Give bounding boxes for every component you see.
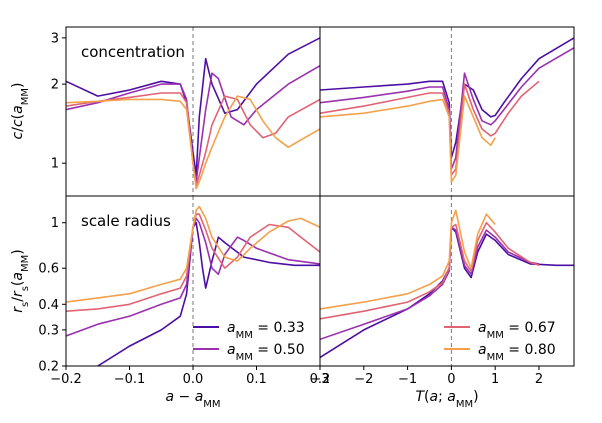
series-line-067 — [320, 221, 540, 320]
x-tick-label: 2 — [535, 372, 543, 387]
series-line-080 — [320, 209, 496, 310]
y-tick-label: 0.2 — [38, 360, 59, 375]
x-tick-label: 0.2 — [310, 372, 331, 387]
series-line-033 — [97, 221, 320, 366]
series-line-080 — [320, 95, 496, 183]
panel-bottom-right: −3 −2 −1 0 1 2 — [310, 195, 575, 387]
series-line-050 — [320, 47, 574, 170]
legend-label-033: aMM = 0.33 — [227, 320, 305, 341]
legend-label-080: aMM = 0.80 — [478, 342, 556, 363]
x-tick-label: 1 — [491, 372, 499, 387]
series-line-080 — [66, 95, 320, 190]
panel-label: scale radius — [81, 212, 171, 230]
y-tick-label: 2 — [51, 78, 59, 93]
series-line-050 — [66, 217, 320, 337]
x-tick-label: −3 — [310, 372, 329, 387]
y-tick-label: 0.3 — [38, 323, 59, 338]
axis-labels: c/c(aMM) rs/rs(aMM) a − aMM T(a; aMM) — [10, 83, 479, 410]
panel-label: concentration — [81, 43, 185, 61]
y-tick-label: 1 — [51, 157, 59, 172]
x-tick-label: 0.1 — [246, 372, 267, 387]
y-tick-label: 3 — [51, 31, 59, 46]
x-tick-label: −1 — [398, 372, 417, 387]
y-axis-label-concentration: c/c(aMM) — [10, 83, 31, 140]
series-line-067 — [66, 92, 320, 187]
series-line-033 — [66, 37, 320, 176]
panel-frame — [319, 195, 575, 367]
y-tick-label: 0.4 — [38, 298, 59, 313]
x-tick-label: −0.1 — [114, 372, 146, 387]
panel-bottom-left: 0.2 0.3 0.4 0.6 1 −0.2 −0.1 0.0 0.1 0.2 scale radi… — [38, 195, 331, 387]
series-line-067 — [320, 80, 540, 176]
series-line-033 — [320, 226, 574, 359]
x-tick-label: 0 — [447, 372, 455, 387]
panel-top-left: 1 2 3 concentration — [51, 26, 321, 197]
x-tick-label: 0.0 — [183, 372, 204, 387]
series-line-067 — [66, 213, 320, 312]
x-tick-label: −0.2 — [50, 372, 82, 387]
panel-top-right — [319, 26, 575, 197]
legend-label-050: aMM = 0.50 — [227, 342, 305, 363]
y-tick-label: 0.6 — [38, 262, 59, 277]
series-line-050 — [320, 226, 540, 341]
x-tick-label: −2 — [354, 372, 373, 387]
legend-label-067: aMM = 0.67 — [478, 320, 556, 341]
y-tick-label: 1 — [51, 216, 59, 231]
x-axis-label-left: a − aMM — [165, 389, 220, 410]
y-axis-label-scale-radius: rs/rs(aMM) — [10, 249, 31, 312]
series-line-080 — [66, 205, 320, 303]
x-axis-label-right: T(a; aMM) — [415, 389, 478, 410]
